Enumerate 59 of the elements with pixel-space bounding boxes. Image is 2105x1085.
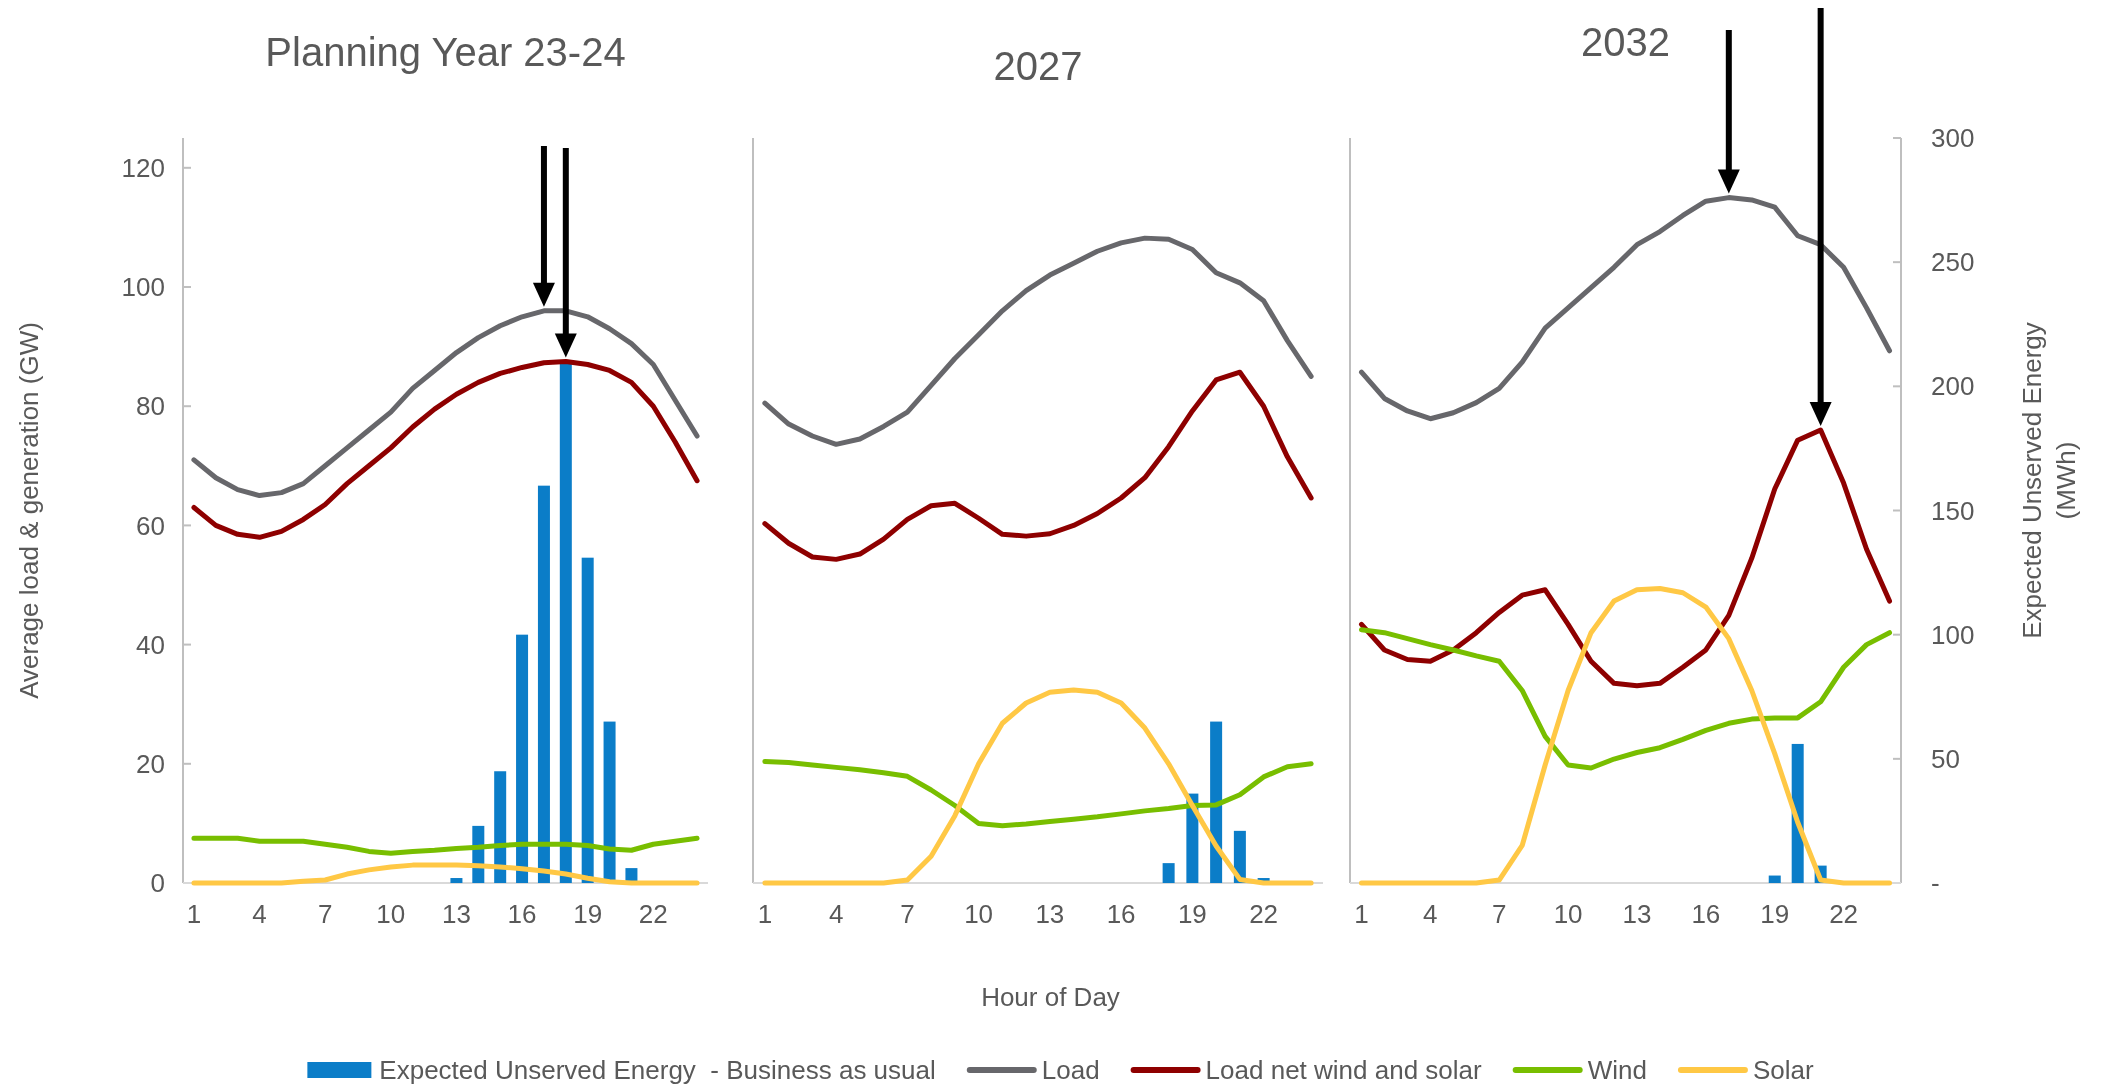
- x-tick-label: 13: [1035, 899, 1065, 929]
- chart-title: 2027: [993, 44, 1083, 88]
- y-tick-label: 60: [136, 510, 165, 541]
- x-tick-label: 4: [828, 899, 844, 929]
- chart-title: Planning Year 23-24: [265, 30, 626, 74]
- x-tick-label: 22: [1829, 899, 1859, 929]
- x-tick-label: 7: [1491, 899, 1507, 929]
- x-tick-label: 16: [507, 899, 537, 929]
- y2-tick-label: 200: [1931, 371, 1975, 402]
- bar: [516, 634, 529, 883]
- y-tick-label: 100: [121, 272, 165, 303]
- x-tick-label: 10: [964, 899, 994, 929]
- legend-label: Expected Unserved Energy - Business as usual: [379, 1055, 936, 1085]
- chart-title: 2032: [1581, 20, 1670, 64]
- x-tick-label: 22: [1249, 899, 1279, 929]
- bar: [581, 557, 594, 883]
- bar: [1768, 875, 1781, 883]
- y-tick-label: 40: [136, 629, 165, 660]
- legend-label: Load net wind and solar: [1205, 1055, 1483, 1085]
- x-tick-label: 19: [573, 899, 603, 929]
- y2-axis-title: Expected Unserved Energy (MWh): [2017, 322, 2081, 639]
- x-tick-label: 13: [441, 899, 471, 929]
- bar: [1162, 863, 1175, 883]
- x-tick-label: 7: [900, 899, 915, 929]
- x-tick-label: 16: [1106, 899, 1136, 929]
- x-tick-label: 10: [1553, 899, 1583, 929]
- x-tick-label: 7: [317, 899, 333, 929]
- y2-tick-label: 300: [1931, 123, 1975, 154]
- x-tick-label: 22: [638, 899, 668, 929]
- x-tick-label: 1: [1354, 899, 1369, 929]
- y2-tick-label: -: [1931, 868, 1940, 899]
- y2-tick-label: 250: [1931, 247, 1975, 278]
- legend-label: Wind: [1587, 1055, 1647, 1085]
- x-tick-label: 10: [376, 899, 406, 929]
- y-axis-title: Average load & generation (GW): [14, 322, 44, 699]
- legend-label: Load: [1041, 1055, 1100, 1085]
- x-tick-label: 16: [1691, 899, 1721, 929]
- y2-tick-label: 50: [1931, 743, 1960, 774]
- bar: [603, 721, 616, 883]
- x-tick-label: 4: [252, 899, 267, 929]
- bar: [559, 363, 572, 883]
- y-tick-label: 80: [136, 391, 165, 422]
- x-tick-label: 13: [1622, 899, 1652, 929]
- y-tick-label: 120: [121, 152, 165, 183]
- y-tick-label: 20: [136, 748, 165, 779]
- legend-label: Solar: [1752, 1055, 1814, 1085]
- x-tick-label: 1: [186, 899, 202, 929]
- bar: [1210, 721, 1223, 883]
- x-axis-title: Hour of Day: [981, 982, 1120, 1012]
- bar: [494, 771, 507, 883]
- y2-tick-label: 100: [1931, 619, 1975, 650]
- bar: [537, 485, 550, 883]
- y-tick-label: 0: [150, 868, 165, 899]
- x-tick-label: 4: [1423, 899, 1438, 929]
- bar: [450, 878, 463, 883]
- y2-tick-label: 150: [1931, 495, 1975, 526]
- x-tick-label: 1: [757, 899, 773, 929]
- x-tick-label: 19: [1177, 899, 1207, 929]
- x-tick-label: 19: [1760, 899, 1790, 929]
